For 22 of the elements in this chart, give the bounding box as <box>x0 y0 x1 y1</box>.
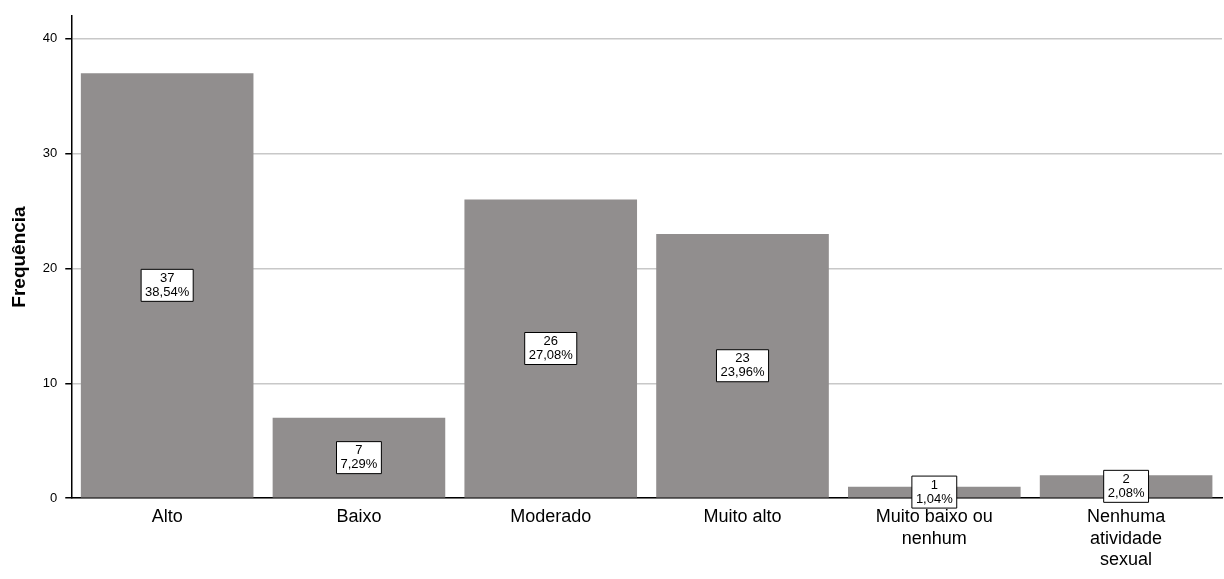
data-label: 23 23,96% <box>720 350 766 380</box>
data-label: 7 7,29% <box>340 442 378 472</box>
data-label: 1 1,04% <box>915 476 954 506</box>
y-tick-label: 10 <box>42 374 58 390</box>
data-label: 37 38,54% <box>145 269 190 299</box>
y-tick-label: 40 <box>42 30 58 46</box>
bar <box>272 417 446 498</box>
x-tick-label: Moderado <box>510 505 592 526</box>
y-axis-title: Frequência <box>7 205 29 308</box>
x-tick-label: Nenhuma atividade sexual <box>1087 505 1167 570</box>
data-label: 2 2,08% <box>1107 470 1145 500</box>
y-tick-label: 30 <box>42 145 58 161</box>
y-tick-label: 20 <box>42 260 58 276</box>
x-tick-label: Muito baixo ou nenhum <box>875 505 993 548</box>
x-tick-label: Alto <box>151 505 183 526</box>
bar <box>464 199 638 498</box>
bar <box>656 234 829 498</box>
x-tick-label: Baixo <box>336 505 382 526</box>
y-tick-label: 0 <box>50 489 58 505</box>
data-label: 26 27,08% <box>528 333 574 363</box>
x-tick-label: Muito alto <box>703 505 782 526</box>
bar <box>80 73 254 498</box>
